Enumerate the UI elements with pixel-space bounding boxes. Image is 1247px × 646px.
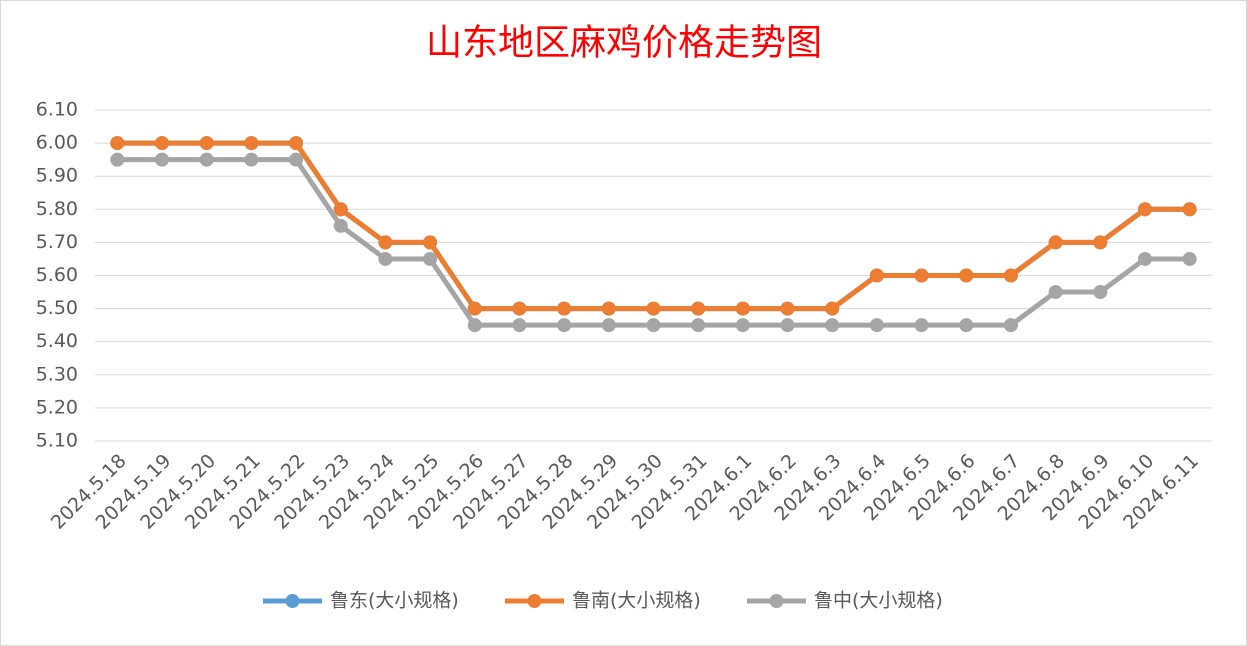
point bbox=[378, 235, 393, 250]
point bbox=[735, 301, 750, 316]
y-tick-label: 5.70 bbox=[36, 231, 78, 253]
point bbox=[199, 152, 214, 167]
point bbox=[825, 301, 840, 316]
legend-marker bbox=[769, 594, 784, 608]
chart-title: 山东地区麻鸡价格走势图 bbox=[426, 22, 822, 62]
y-tick-label: 5.80 bbox=[36, 198, 78, 220]
point bbox=[155, 136, 170, 151]
point bbox=[914, 268, 929, 283]
point bbox=[244, 152, 259, 167]
point bbox=[512, 301, 527, 316]
legend-marker bbox=[285, 594, 300, 608]
y-tick-label: 5.60 bbox=[36, 264, 78, 286]
point bbox=[557, 301, 572, 316]
point bbox=[378, 251, 393, 266]
point bbox=[333, 218, 348, 233]
point bbox=[1003, 268, 1018, 283]
point bbox=[1182, 251, 1197, 266]
point bbox=[1093, 235, 1108, 250]
point bbox=[691, 301, 706, 316]
point bbox=[735, 318, 750, 333]
point bbox=[110, 136, 125, 151]
point bbox=[959, 268, 974, 283]
point bbox=[199, 136, 214, 151]
point bbox=[914, 318, 929, 333]
y-tick-label: 5.20 bbox=[36, 396, 78, 418]
y-tick-label: 5.30 bbox=[36, 363, 78, 385]
point bbox=[601, 301, 616, 316]
point bbox=[646, 301, 661, 316]
point bbox=[601, 318, 616, 333]
legend-label: 鲁南(大小规格) bbox=[572, 590, 701, 612]
point bbox=[423, 235, 438, 250]
y-tick-label: 6.10 bbox=[36, 99, 78, 121]
legend-label: 鲁中(大小规格) bbox=[814, 590, 943, 612]
y-tick-label: 5.40 bbox=[36, 330, 78, 352]
point bbox=[289, 152, 304, 167]
point bbox=[825, 318, 840, 333]
point bbox=[333, 202, 348, 217]
point bbox=[869, 268, 884, 283]
point bbox=[780, 318, 795, 333]
point bbox=[423, 251, 438, 266]
point bbox=[155, 152, 170, 167]
y-tick-label: 6.00 bbox=[36, 132, 78, 154]
point bbox=[467, 318, 482, 333]
point bbox=[1048, 285, 1063, 300]
point bbox=[289, 136, 304, 151]
point bbox=[244, 136, 259, 151]
point bbox=[1182, 202, 1197, 217]
y-tick-label: 5.50 bbox=[36, 297, 78, 319]
point bbox=[1048, 235, 1063, 250]
point bbox=[1137, 251, 1152, 266]
point bbox=[869, 318, 884, 333]
point bbox=[512, 318, 527, 333]
point bbox=[1003, 318, 1018, 333]
point bbox=[959, 318, 974, 333]
point bbox=[1137, 202, 1152, 217]
point bbox=[691, 318, 706, 333]
point bbox=[646, 318, 661, 333]
point bbox=[1093, 285, 1108, 300]
legend-marker bbox=[527, 594, 542, 608]
point bbox=[467, 301, 482, 316]
y-tick-label: 5.10 bbox=[36, 430, 78, 452]
legend-label: 鲁东(大小规格) bbox=[330, 590, 459, 612]
y-tick-label: 5.90 bbox=[36, 165, 78, 187]
point bbox=[110, 152, 125, 167]
point bbox=[780, 301, 795, 316]
point bbox=[557, 318, 572, 333]
